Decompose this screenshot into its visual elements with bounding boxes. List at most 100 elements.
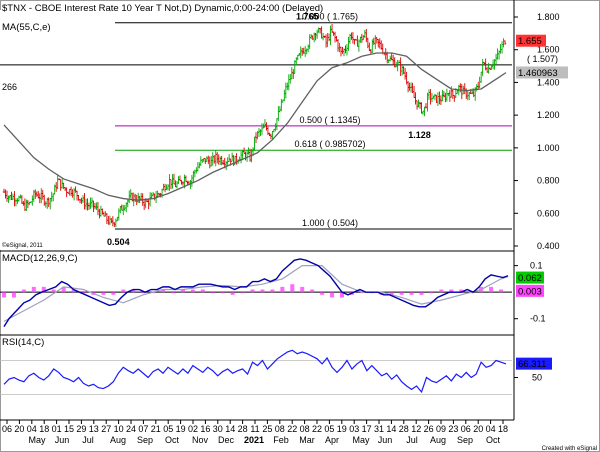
x-day-label: 22	[312, 424, 322, 434]
macd-histogram-bar	[121, 289, 126, 293]
fib-label: 0.618 ( 0.985702)	[294, 139, 365, 149]
macd-histogram-bar	[131, 289, 136, 293]
x-day-label: 17	[362, 424, 372, 434]
x-day-label: 16	[200, 424, 210, 434]
x-month-label: Dec	[218, 435, 235, 445]
rsi-badges: 66.311	[516, 357, 552, 370]
x-day-label: 18	[498, 424, 508, 434]
chart-title: $TNX - CBOE Interest Rate 10 Year T Not,…	[2, 3, 323, 14]
footer-credit: Created with eSignal	[542, 446, 597, 452]
x-day-label: 21	[151, 424, 161, 434]
rsi-value-badge: 66.311	[516, 357, 552, 370]
macd-panel: 0.1 -0.1 0.062 0.003 MACD(12,26,9,C)	[0, 253, 546, 328]
macd-histogram-bar	[101, 292, 106, 295]
macd-histogram-bar	[250, 289, 255, 293]
x-day-label: 04	[27, 424, 37, 434]
x-axis: 06 20 04 18 01 15 29 13 27 10 24 07 21 05 19 02 16 30 14 28…	[2, 420, 508, 445]
macd-histogram-bar	[320, 292, 325, 295]
x-month-label: 2021	[244, 435, 264, 445]
macd-legend-label: MACD(12,26,9,C)	[2, 253, 78, 264]
macd-histogram-bar	[230, 292, 235, 295]
x-day-label: 20	[473, 424, 483, 434]
x-day-label: 20	[14, 424, 24, 434]
x-day-label: 15	[64, 424, 74, 434]
macd-histogram-bar	[280, 286, 285, 293]
macd-histogram-bar	[290, 284, 295, 293]
x-day-label: 28	[238, 424, 248, 434]
price-tick-label: 1.000	[537, 143, 560, 153]
x-day-label: 04	[486, 424, 496, 434]
x-day-label: 03	[349, 424, 359, 434]
macd-histogram-bar	[419, 292, 424, 295]
ma-line	[3, 52, 507, 201]
x-day-label: 14	[386, 424, 396, 434]
x-day-label: 22	[287, 424, 297, 434]
macd-badges: 0.062 0.003	[516, 271, 544, 297]
x-day-label: 28	[399, 424, 409, 434]
x-day-label: 01	[52, 424, 62, 434]
rsi-legend-label: RSI(14,C)	[2, 337, 44, 348]
x-month-label: May	[352, 435, 370, 445]
macd-histogram-bar	[161, 289, 166, 293]
price-bars	[2, 24, 507, 228]
x-day-label: 08	[300, 424, 310, 434]
x-month-label: Oct	[486, 435, 501, 445]
x-day-label: 30	[213, 424, 223, 434]
x-month-label: Jun	[55, 435, 70, 445]
x-day-label: 02	[188, 424, 198, 434]
x-month-label: Sep	[137, 435, 153, 445]
macd-value-badge: 0.062	[516, 271, 544, 284]
macd-histogram-bar	[190, 289, 195, 293]
x-day-label: 11	[250, 424, 259, 434]
x-day-label: 09	[436, 424, 446, 434]
macd-histogram-bar	[81, 292, 86, 294]
x-day-label: 27	[101, 424, 111, 434]
svg-text:0.062: 0.062	[518, 273, 542, 284]
x-day-label: 10	[114, 424, 124, 434]
macd-histogram-bar	[2, 292, 6, 298]
x-day-label: 29	[76, 424, 86, 434]
macd-histogram-bar	[260, 289, 265, 293]
macd-tick-label: 0.1	[530, 261, 543, 271]
macd-tick-label: -0.1	[530, 314, 546, 324]
x-day-label: 31	[374, 424, 384, 434]
x-day-label: 13	[89, 424, 99, 434]
macd-axis-ticks: 0.1 -0.1	[514, 261, 546, 324]
x-month-label: Jul	[406, 435, 418, 445]
rsi-line	[3, 349, 507, 394]
price-axis-ticks: 1.800 1.600 1.400 1.200 1.000 0.800 0.600 0.400	[514, 12, 560, 251]
macd-histogram-bar	[21, 289, 26, 293]
fibonacci-levels: 0.000 ( 1.765) ( 1.507) 0.500 ( 1.1345) 0.6…	[0, 12, 558, 230]
x-day-label: 07	[138, 424, 148, 434]
x-day-label: 18	[39, 424, 49, 434]
svg-text:66.311: 66.311	[518, 359, 546, 370]
macd-histogram-bar	[389, 292, 394, 295]
x-month-label: Aug	[430, 435, 446, 445]
fib-label: 0.000 ( 1.765)	[302, 12, 358, 22]
watermark: ©eSignal, 2011	[2, 242, 43, 249]
price-tick-label: 0.400	[537, 241, 560, 251]
price-tick-label: 0.800	[537, 176, 560, 186]
macd-signal-line	[3, 265, 509, 322]
macd-histogram-bar	[51, 289, 56, 293]
price-annotation: 1.128	[408, 130, 431, 140]
x-month-label: Sep	[457, 435, 473, 445]
macd-histogram-bar	[210, 292, 215, 294]
macd-histogram-bar	[61, 286, 66, 293]
price-tick-label: 1.400	[537, 77, 560, 87]
price-tick-label: 1.600	[537, 45, 560, 55]
rsi-axis-ticks: 50	[514, 373, 542, 383]
price-badges: 1.655 1.460963	[516, 34, 568, 79]
x-day-label: 19	[337, 424, 347, 434]
macd-histogram-bar	[141, 292, 146, 294]
svg-text:1.460963: 1.460963	[518, 68, 558, 79]
macd-histogram-bar	[180, 289, 185, 293]
x-month-label: May	[28, 435, 46, 445]
last-price-badge: 1.655	[516, 34, 546, 47]
x-day-label: 12	[411, 424, 421, 434]
x-day-label: 14	[225, 424, 235, 434]
price-plot-area	[0, 10, 514, 250]
x-month-label: Jun	[378, 435, 393, 445]
fib-label: 0.500 ( 1.1345)	[299, 115, 360, 125]
left-label: 266	[2, 82, 17, 92]
